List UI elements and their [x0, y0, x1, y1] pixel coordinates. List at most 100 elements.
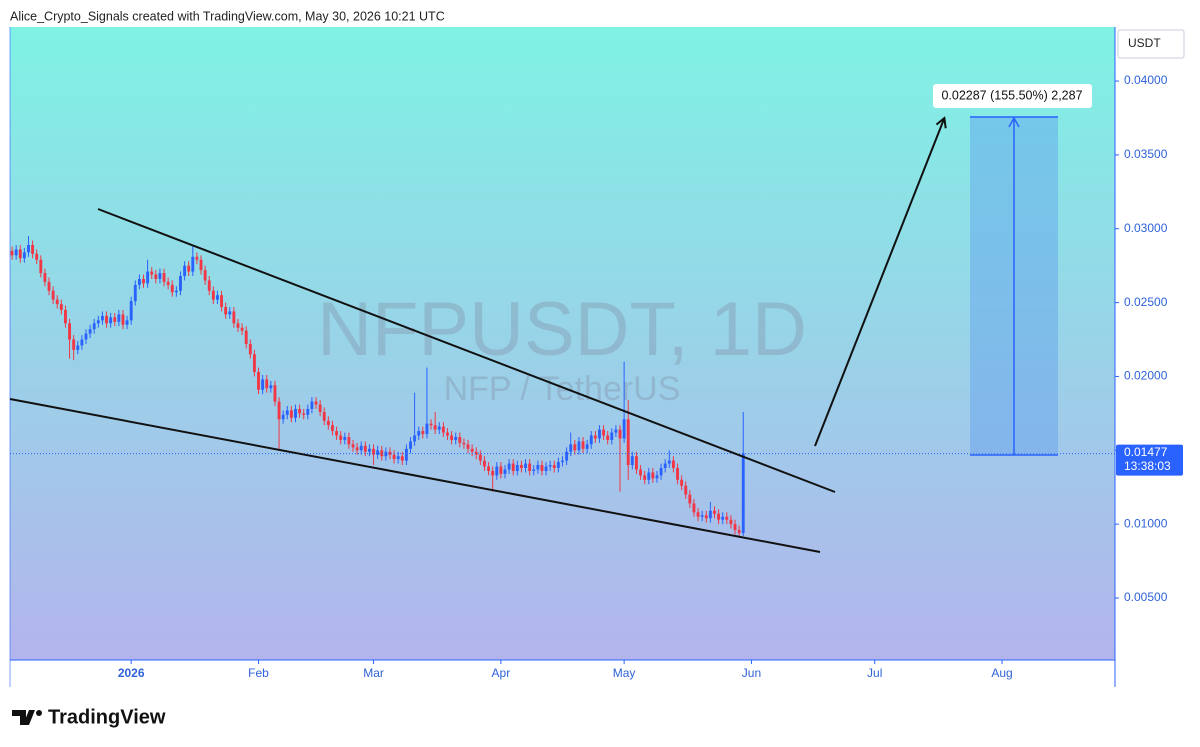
candle-body: [577, 441, 581, 451]
candle-body: [121, 314, 125, 325]
candle-body: [396, 456, 400, 460]
candle-body: [429, 423, 433, 426]
candle-body: [117, 314, 121, 322]
candle-body: [614, 429, 618, 433]
candle-body: [257, 372, 260, 390]
candle-body: [363, 445, 367, 452]
candle-body: [478, 454, 482, 461]
brand-logo: TradingView: [12, 706, 166, 728]
candle-body: [100, 315, 104, 321]
candle-body: [556, 462, 560, 469]
candle-body: [404, 448, 408, 461]
candle-body: [199, 259, 203, 271]
candle-body: [244, 330, 248, 344]
candle-body: [43, 273, 47, 282]
candle-body: [343, 436, 347, 440]
candle-body: [326, 420, 330, 426]
candle-body: [158, 273, 162, 279]
candle-body: [635, 456, 638, 470]
candle-body: [335, 431, 339, 436]
candle-body: [425, 423, 429, 435]
candle-body: [105, 315, 108, 324]
y-tick-label: 0.03000: [1124, 221, 1168, 235]
candle-body: [532, 469, 536, 471]
candle-body: [400, 456, 404, 461]
candle-body: [331, 425, 334, 432]
candle-body: [602, 429, 606, 436]
measure-label-box: [933, 84, 1092, 108]
candle-body: [639, 469, 642, 476]
candle-body: [125, 320, 129, 325]
candle-body: [708, 510, 712, 519]
candle-body: [59, 304, 63, 310]
header: Alice_Crypto_Signals created with Tradin…: [10, 9, 445, 23]
drawings: 0.02287 (155.50%) 2,287: [9, 84, 1092, 553]
candle-body: [626, 419, 630, 466]
candle-body: [581, 441, 585, 449]
candle-body: [388, 451, 392, 455]
plot-background: [10, 27, 1115, 660]
candle-body: [179, 276, 182, 291]
candle-body: [306, 408, 310, 415]
candle-body: [409, 441, 412, 449]
x-tick-label: Aug: [991, 666, 1012, 680]
candle-body: [76, 345, 80, 350]
candle-body: [224, 307, 228, 315]
candle-body: [733, 524, 737, 531]
candle-body: [655, 475, 659, 479]
candle-body: [676, 468, 679, 480]
logo-icon: [12, 710, 35, 725]
candle-body: [376, 450, 380, 455]
candle-body: [310, 401, 314, 409]
last-price-tag: [1116, 444, 1183, 476]
candle-body: [437, 426, 441, 430]
candle-body: [692, 503, 696, 513]
candle-body: [22, 252, 26, 259]
candle-body: [515, 465, 519, 471]
candle-body: [207, 280, 211, 291]
candle-body: [35, 253, 39, 260]
candle-body: [717, 513, 721, 520]
countdown-label: 13:38:03: [1124, 459, 1171, 473]
candle-body: [503, 469, 507, 474]
candle-body: [47, 281, 51, 291]
candle-body: [458, 436, 462, 443]
trend-line: [97, 208, 836, 493]
currency-box[interactable]: [1117, 29, 1185, 59]
candle-body: [565, 451, 569, 461]
candle-body: [589, 435, 593, 445]
candle-body: [569, 444, 573, 452]
candle-body: [302, 413, 306, 415]
candle-body: [129, 301, 133, 321]
candle-body: [700, 515, 704, 517]
candle-body: [195, 256, 199, 260]
candle-body: [441, 426, 445, 433]
candle-body: [598, 429, 601, 439]
candle-body: [355, 447, 359, 451]
candle-body: [380, 450, 384, 457]
candle-body: [64, 309, 67, 324]
candle-body: [433, 425, 437, 430]
x-tick-label: Feb: [248, 666, 269, 680]
candle-body: [610, 432, 614, 440]
candle-body: [72, 339, 76, 350]
candle-body: [203, 270, 207, 281]
candle-body: [507, 463, 511, 470]
candle-body: [51, 290, 55, 300]
candle-body: [261, 379, 265, 390]
candle-body: [55, 299, 59, 305]
candle-body: [113, 317, 117, 322]
candle-body: [281, 414, 285, 420]
candle-body: [552, 465, 556, 469]
candle-body: [622, 419, 626, 439]
candle-body: [84, 333, 88, 340]
candle-body: [528, 463, 532, 471]
trend-line: [9, 398, 821, 553]
candle-body: [462, 442, 466, 445]
candle-body: [31, 244, 35, 254]
candle-body: [183, 265, 187, 277]
candle-body: [294, 408, 297, 418]
candle-body: [524, 463, 527, 469]
candle-body: [573, 444, 577, 451]
